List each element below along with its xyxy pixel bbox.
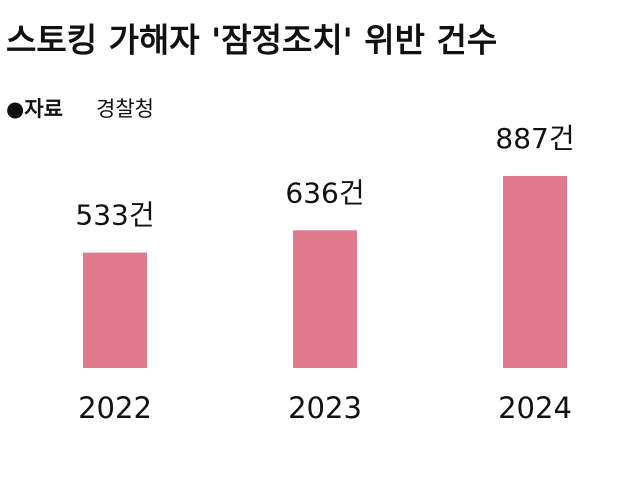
x-tick-label: 2023 xyxy=(288,391,362,425)
source-label: ●자료 xyxy=(6,97,63,121)
value-label: 533건 xyxy=(75,199,154,232)
bar xyxy=(83,252,147,368)
x-tick-label: 2022 xyxy=(78,391,152,425)
chart-title: 스토킹 가해자 '잠정조치' 위반 건수 xyxy=(6,21,497,60)
bar xyxy=(293,230,357,368)
value-label: 887건 xyxy=(495,122,574,155)
bar xyxy=(503,175,567,368)
x-tick-label: 2024 xyxy=(498,391,572,425)
source: 경찰청 xyxy=(96,97,154,121)
value-label: 636건 xyxy=(285,176,364,209)
